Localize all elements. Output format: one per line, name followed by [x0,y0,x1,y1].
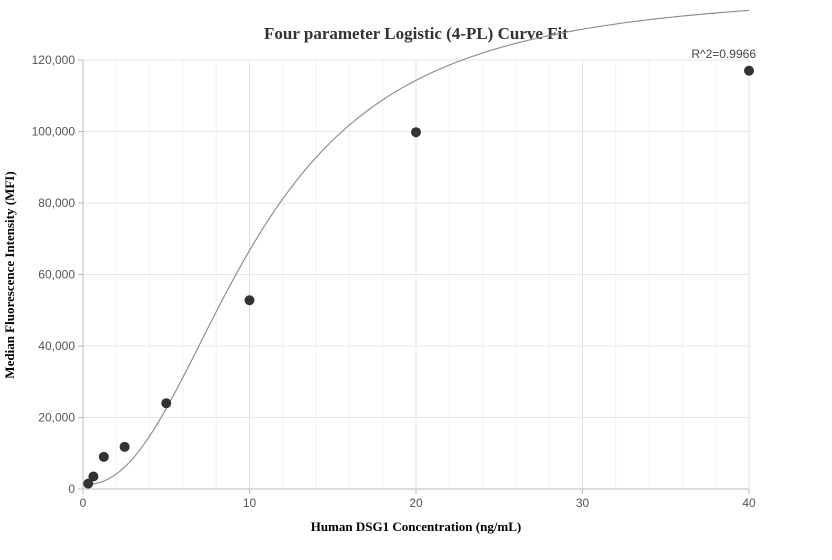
data-point [244,295,255,306]
data-point [744,65,754,76]
y-tick-label: 0 [68,482,75,496]
y-axis-label: Median Fluorescence Intensity (MFI) [2,171,17,378]
x-tick-label: 20 [409,496,423,510]
y-tick-label: 100,000 [32,125,76,139]
data-points [83,65,754,489]
data-point [83,478,94,489]
x-tick-label: 30 [576,496,590,510]
y-tick-label: 40,000 [38,339,75,353]
x-axis-label: Human DSG1 Concentration (ng/mL) [311,519,522,534]
y-tick-label: 20,000 [38,411,75,425]
x-tick-label: 10 [243,496,257,510]
x-tick-label: 0 [80,496,87,510]
data-point [88,471,99,482]
x-tick-label: 40 [742,496,756,510]
grid [83,59,750,489]
y-tick-label: 120,000 [32,53,76,67]
data-point [411,127,421,138]
data-point [98,451,109,462]
chart-title: Four parameter Logistic (4-PL) Curve Fit [264,24,568,43]
data-point [119,441,130,452]
y-tick-label: 60,000 [38,268,75,282]
r-squared-annotation: R^2=0.9966 [691,47,756,61]
y-tick-labels: 0 20,000 40,000 60,000 80,000 100,000 120,000 [32,53,76,496]
fit-curve [88,9,750,486]
axes [78,59,750,494]
data-point [161,398,172,409]
y-tick-label: 80,000 [38,196,75,210]
x-tick-labels: 0 10 20 30 40 [80,496,756,510]
